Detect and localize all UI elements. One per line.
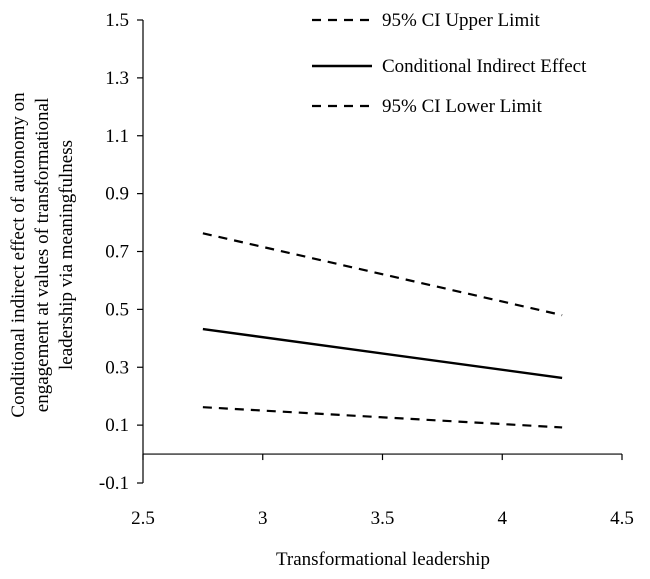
y-tick-label: 0.9 bbox=[105, 184, 129, 205]
x-tick-label: 3 bbox=[258, 508, 268, 529]
x-tick-label: 4.5 bbox=[610, 508, 634, 529]
y-tick-label: 0.5 bbox=[105, 299, 129, 320]
y-tick-label: 1.3 bbox=[105, 68, 129, 89]
series-line-2 bbox=[202, 406, 563, 429]
series-line-1 bbox=[202, 327, 563, 380]
legend: 95% CI Upper Limit Conditional Indirect E… bbox=[312, 10, 587, 117]
y-tick-label: -0.1 bbox=[99, 473, 129, 494]
x-axis-ticks: 2.5 3 3.5 4 4.5 bbox=[131, 454, 634, 529]
series-line-0 bbox=[202, 232, 563, 317]
x-tick-label: 4 bbox=[498, 508, 508, 529]
y-axis-label-line-1: Conditional indirect effect of autonomy … bbox=[8, 92, 29, 418]
y-tick-label: 0.3 bbox=[105, 357, 129, 378]
y-tick-label: 0.7 bbox=[105, 242, 129, 263]
legend-label-0: 95% CI Upper Limit bbox=[382, 10, 541, 31]
y-axis-ticks: 1.5 1.3 1.1 0.9 0.7 0.5 0.3 0.1 -0.1 bbox=[99, 10, 143, 494]
y-axis-label-line-3: leadership via meaningfulness bbox=[56, 140, 77, 370]
y-tick-label: 1.1 bbox=[105, 126, 129, 147]
x-axis-label: Transformational leadership bbox=[276, 549, 490, 570]
legend-label-1: Conditional Indirect Effect bbox=[382, 56, 587, 77]
plot-series bbox=[202, 232, 563, 429]
y-axis-label-line-2: engagement at values of transformational bbox=[32, 98, 53, 412]
legend-label-2: 95% CI Lower Limit bbox=[382, 96, 543, 117]
x-tick-label: 3.5 bbox=[371, 508, 395, 529]
y-tick-label: 1.5 bbox=[105, 10, 129, 31]
y-axis-label: Conditional indirect effect of autonomy … bbox=[8, 92, 77, 418]
y-tick-label: 0.1 bbox=[105, 415, 129, 436]
x-tick-label: 2.5 bbox=[131, 508, 155, 529]
